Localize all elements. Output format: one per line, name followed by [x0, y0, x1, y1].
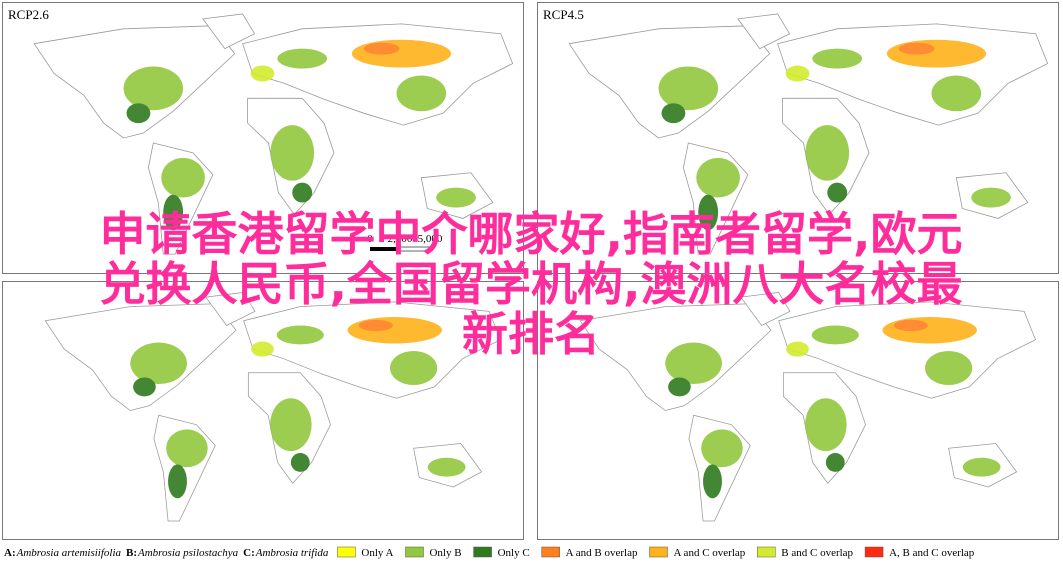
legend-swatch [864, 546, 884, 558]
legend-label: A and C overlap [673, 547, 745, 559]
legend-label: Only B [429, 547, 461, 559]
legend-swatch [473, 546, 492, 558]
legend-swatch [649, 546, 668, 558]
species-key: A: [4, 547, 16, 559]
overlay-line: 新排名 [462, 307, 600, 361]
legend: A: Ambrosia artemisiifolia B: Ambrosia psil… [4, 546, 975, 559]
species-key: C: [243, 547, 255, 559]
legend-label: A, B and C overlap [889, 547, 975, 559]
legend-label: Only A [361, 547, 393, 559]
legend-swatch [541, 546, 560, 558]
scale-label: 0 [367, 233, 373, 245]
map-panels: RCP2.6 RCP4.5 0 2,500 5,000 [2, 2, 1059, 540]
scale-bar: 0 2,500 5,000 [367, 233, 443, 252]
scale-label: 5,000 [418, 233, 443, 245]
scale-label: 2,500 [388, 233, 413, 245]
legend-label: A and B overlap [566, 547, 638, 559]
species-name: Ambrosia artemisiifolia [16, 547, 122, 559]
overlay-text: 申请香港留学中介哪家好,指南者留学,欧元兑换人民币,全国留学机构,澳洲八大名校最… [100, 207, 963, 361]
species-key: B: [126, 547, 137, 559]
overlay-line: 申请香港留学中介哪家好,指南者留学,欧元 [100, 207, 963, 261]
panel-label: RCP4.5 [543, 7, 584, 22]
legend-swatch [405, 546, 424, 558]
overlay-line: 兑换人民币,全国留学机构,澳洲八大名校最 [100, 257, 963, 311]
legend-swatch [337, 546, 356, 558]
panel-label: RCP2.6 [8, 7, 49, 22]
species-name: Ambrosia trifida [255, 547, 329, 559]
legend-swatch [757, 546, 776, 558]
species-name: Ambrosia psilostachya [137, 547, 239, 559]
legend-label: B and C overlap [781, 547, 853, 559]
legend-label: Only C [498, 547, 530, 559]
